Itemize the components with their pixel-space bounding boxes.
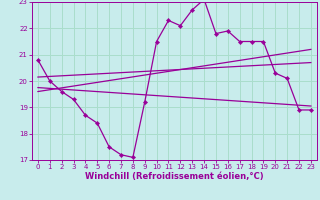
X-axis label: Windchill (Refroidissement éolien,°C): Windchill (Refroidissement éolien,°C) bbox=[85, 172, 264, 181]
